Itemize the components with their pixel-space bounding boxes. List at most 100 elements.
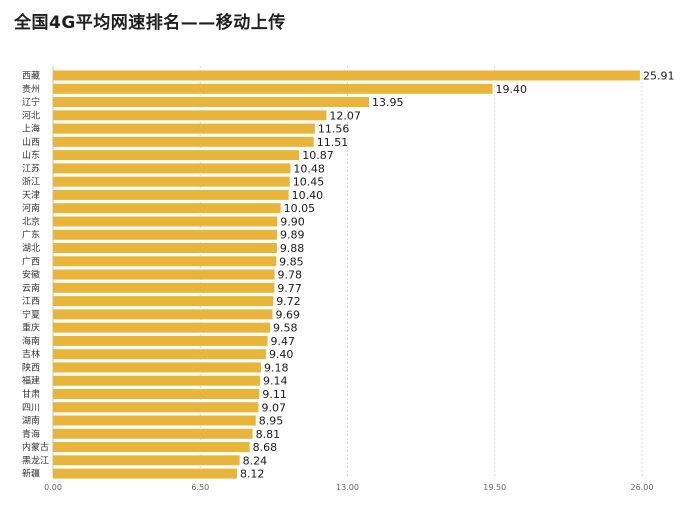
- bars: [53, 70, 640, 479]
- bar: [53, 269, 275, 280]
- bar: [53, 388, 260, 399]
- category-label: 安徽: [22, 269, 40, 281]
- bar: [53, 150, 300, 161]
- category-label: 吉林: [22, 348, 40, 360]
- bar: [53, 70, 640, 81]
- bar: [53, 110, 327, 121]
- data-label: 8.12: [240, 468, 264, 481]
- data-label: 9.69: [276, 308, 301, 321]
- data-label: 8.95: [259, 415, 284, 428]
- data-label: 25.91: [643, 70, 675, 83]
- category-label: 宁夏: [22, 308, 40, 320]
- bar: [53, 203, 281, 214]
- data-label: 8.81: [256, 428, 281, 441]
- data-label: 10.05: [284, 202, 316, 215]
- data-label: 10.45: [293, 176, 325, 189]
- category-label: 新疆: [22, 468, 40, 480]
- category-label: 广西: [22, 255, 40, 267]
- bar: [53, 455, 240, 466]
- data-label: 9.78: [278, 269, 303, 282]
- category-label: 甘肃: [22, 388, 40, 400]
- data-label: 10.87: [302, 149, 334, 162]
- data-label: 9.18: [264, 361, 289, 374]
- data-label: 9.77: [277, 282, 302, 295]
- bar: [53, 349, 266, 360]
- bar: [53, 415, 256, 426]
- x-tick-label: 6.50: [191, 483, 209, 492]
- data-label: 9.40: [269, 348, 294, 361]
- bar: [53, 123, 315, 134]
- category-label: 福建: [22, 375, 40, 387]
- category-label: 江西: [22, 296, 40, 307]
- data-label: 9.89: [280, 229, 305, 242]
- bar: [53, 229, 278, 240]
- category-label: 重庆: [22, 322, 40, 334]
- data-label: 9.11: [262, 388, 287, 401]
- bar: [53, 335, 268, 346]
- bar: [53, 163, 291, 174]
- data-label: 9.88: [280, 242, 305, 255]
- data-label: 9.58: [273, 322, 298, 335]
- bar: [53, 442, 250, 453]
- category-label: 山东: [22, 149, 40, 161]
- category-label: 上海: [22, 123, 40, 135]
- category-label: 陕西: [22, 361, 40, 373]
- x-tick-label: 19.50: [483, 483, 506, 492]
- category-label: 广东: [22, 229, 40, 241]
- category-label: 贵州: [22, 83, 40, 95]
- category-label: 河南: [22, 202, 40, 214]
- category-label: 天津: [22, 190, 40, 201]
- x-tick-label: 26.00: [631, 483, 654, 492]
- data-label: 11.51: [317, 136, 349, 149]
- data-label: 9.07: [261, 401, 286, 414]
- bar: [53, 256, 277, 267]
- category-label: 山西: [22, 137, 40, 148]
- data-label: 10.48: [293, 162, 325, 175]
- category-label: 辽宁: [22, 96, 40, 108]
- data-label: 11.56: [318, 123, 350, 136]
- data-label: 9.85: [279, 255, 304, 268]
- x-tick-label: 0.00: [44, 483, 62, 492]
- bar: [53, 428, 253, 439]
- category-labels: 西藏贵州辽宁河北上海山西山东江苏浙江天津河南北京广东湖北广西安徽云南江西宁夏重庆…: [22, 70, 49, 480]
- bar: [53, 97, 370, 108]
- category-label: 河北: [22, 109, 40, 121]
- category-label: 黑龙江: [22, 454, 49, 466]
- category-label: 四川: [22, 403, 40, 413]
- bar: [53, 468, 237, 479]
- bar: [53, 189, 289, 200]
- bar: [53, 402, 259, 413]
- bar: [53, 309, 273, 320]
- data-label: 9.47: [271, 335, 296, 348]
- category-label: 江苏: [22, 162, 40, 174]
- data-label: 9.72: [276, 295, 301, 308]
- bar: [53, 322, 271, 333]
- data-label: 9.14: [263, 375, 288, 388]
- data-label: 10.40: [292, 189, 324, 202]
- chart-title: 全国4G平均网速排名——移动上传: [14, 13, 286, 33]
- bar: [53, 362, 261, 373]
- bar: [53, 296, 274, 307]
- category-label: 内蒙古: [22, 441, 49, 453]
- category-label: 湖南: [22, 415, 40, 427]
- bar: [53, 216, 278, 227]
- data-label: 8.68: [253, 441, 277, 454]
- data-label: 12.07: [329, 109, 361, 122]
- data-label: 9.90: [280, 215, 305, 228]
- category-label: 云南: [22, 282, 40, 294]
- category-label: 海南: [22, 335, 40, 347]
- data-label: 13.95: [372, 96, 404, 109]
- x-tick-label: 13.00: [336, 483, 359, 492]
- category-label: 浙江: [22, 176, 40, 188]
- bar: [53, 282, 275, 293]
- category-label: 青海: [22, 428, 40, 440]
- data-label: 19.40: [495, 83, 527, 96]
- value-labels: 25.91 19.40 13.95 12.0711.5611.5110.8710.48…: [240, 70, 675, 481]
- category-label: 西藏: [22, 70, 40, 82]
- bar: [53, 176, 290, 187]
- bar: [53, 83, 493, 94]
- bar: [53, 243, 277, 254]
- data-label: 8.24: [243, 454, 268, 467]
